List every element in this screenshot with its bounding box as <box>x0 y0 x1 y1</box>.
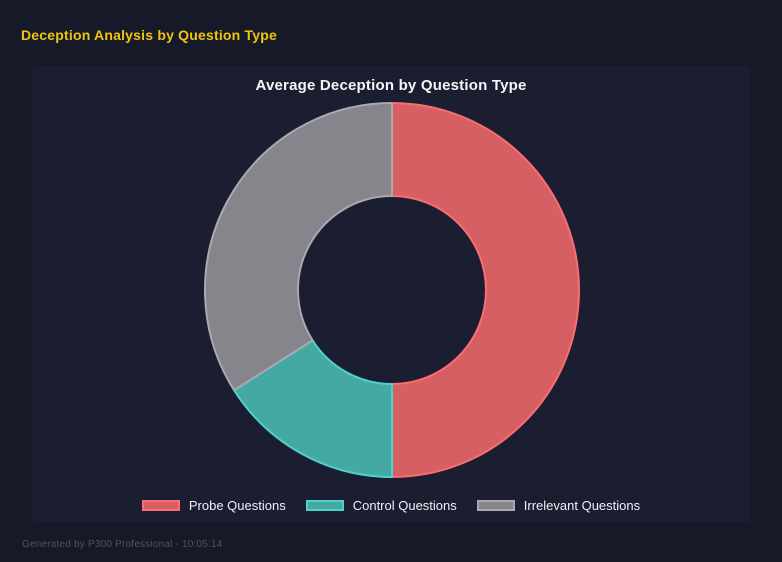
legend-swatch-irrelevant <box>476 499 515 511</box>
chart-panel: Average Deception by Question Type Probe… <box>32 66 750 522</box>
donut-segment[interactable] <box>391 102 580 478</box>
donut-segment[interactable] <box>233 339 393 478</box>
legend-item-irrelevant-questions[interactable]: Irrelevant Questions <box>476 497 641 513</box>
legend-label-probe: Probe Questions <box>188 497 286 513</box>
legend-label-control: Control Questions <box>352 497 457 513</box>
donut-chart[interactable] <box>202 100 582 480</box>
legend-label-irrelevant: Irrelevant Questions <box>523 497 641 513</box>
legend-swatch-control <box>305 499 344 511</box>
page-title: Deception Analysis by Question Type <box>21 27 277 43</box>
legend-item-control-questions[interactable]: Control Questions <box>305 497 457 513</box>
chart-legend: Probe Questions Control Questions Irrele… <box>32 496 750 514</box>
footer-note: Generated by P300 Professional - 10:05:1… <box>22 539 223 550</box>
legend-swatch-probe <box>141 499 180 511</box>
donut-segment[interactable] <box>204 102 393 392</box>
legend-item-probe-questions[interactable]: Probe Questions <box>141 497 286 513</box>
chart-title: Average Deception by Question Type <box>255 77 527 94</box>
